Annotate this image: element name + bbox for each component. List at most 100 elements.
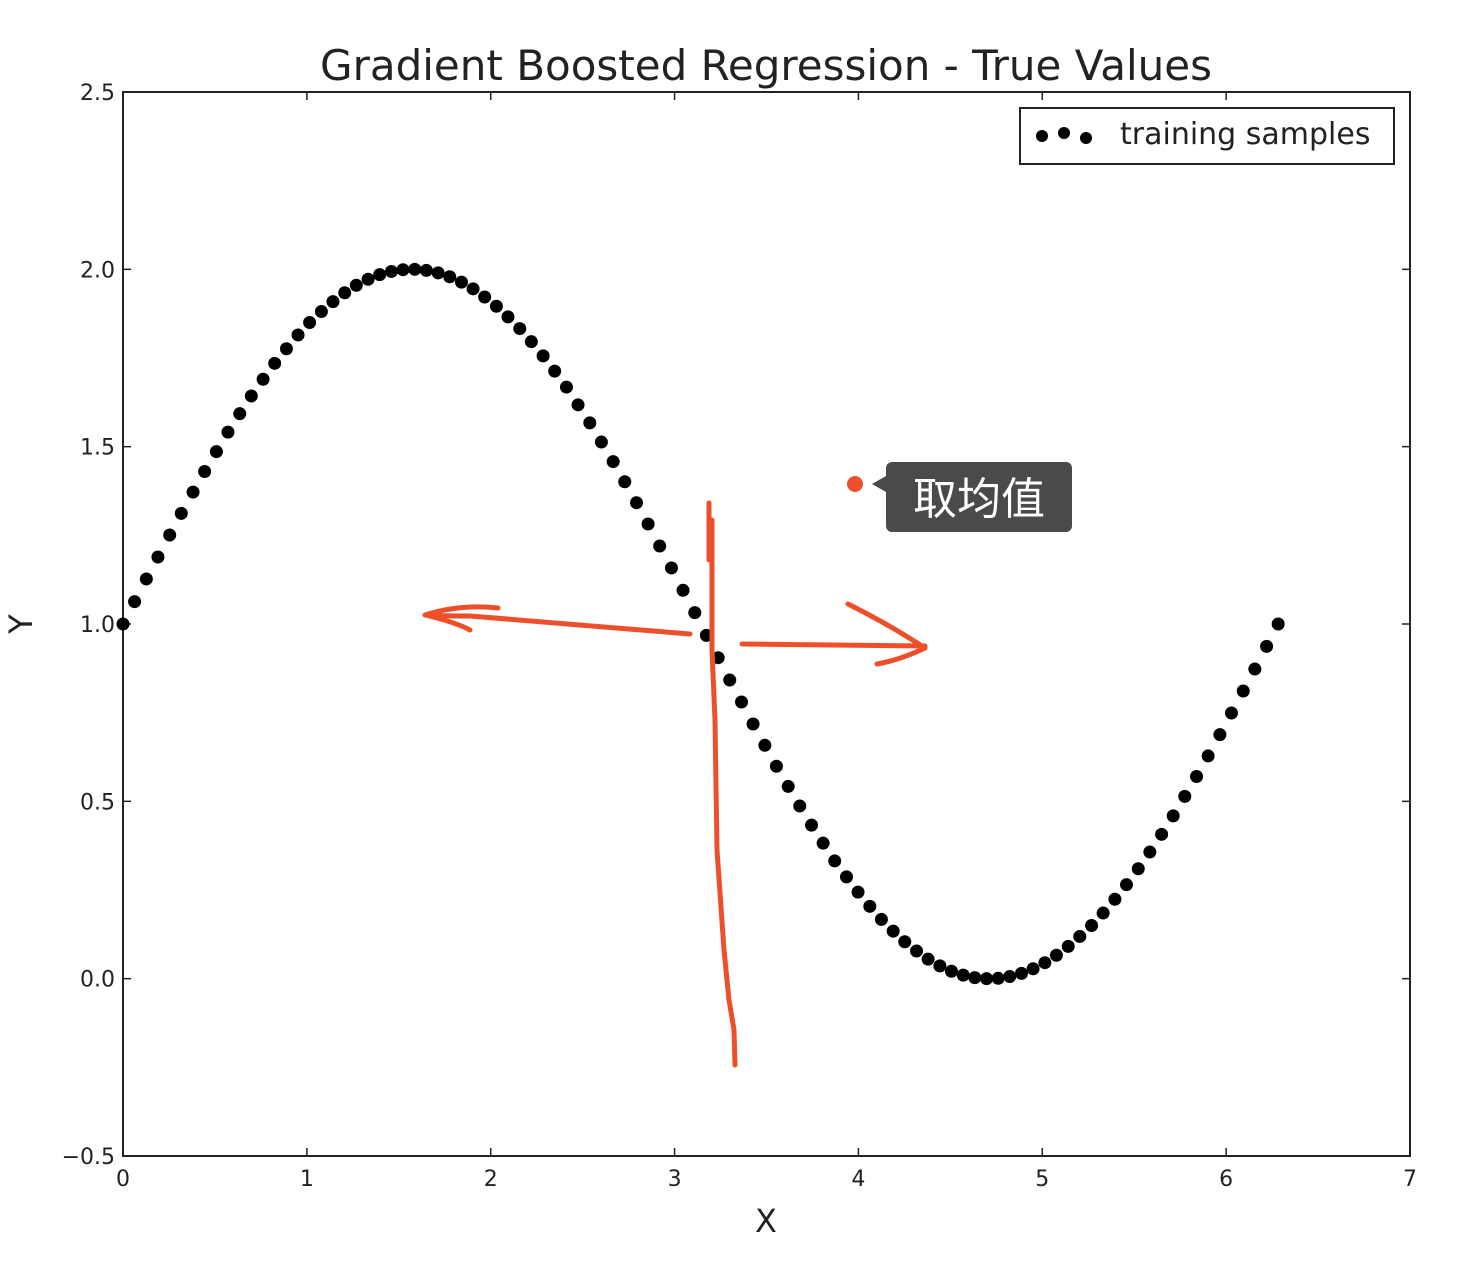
x-tick-label: 0 (116, 1167, 130, 1192)
data-point (653, 539, 667, 553)
data-point (291, 328, 305, 342)
data-point (781, 779, 795, 793)
data-point (980, 972, 994, 986)
data-point (256, 372, 270, 386)
data-point (209, 445, 223, 459)
data-point (524, 335, 538, 349)
y-tick-label: −0.5 (62, 1145, 115, 1170)
data-point (408, 262, 422, 276)
y-axis-ticks: −0.5 0.0 0.5 1.0 1.5 2.0 2.5 (62, 81, 1410, 1170)
x-tick-label: 7 (1403, 1167, 1417, 1192)
x-tick-label: 2 (484, 1167, 498, 1192)
data-point (443, 270, 457, 284)
data-point (466, 282, 480, 296)
data-point (583, 416, 597, 430)
legend-marker-2 (1058, 127, 1070, 139)
data-point (1131, 862, 1145, 876)
data-point (501, 310, 515, 324)
data-point (244, 389, 258, 403)
data-point (828, 854, 842, 868)
data-point (1096, 906, 1110, 920)
data-point (1190, 770, 1204, 784)
data-point (956, 968, 970, 982)
data-point (921, 952, 935, 966)
x-axis-ticks: 0 1 2 3 4 5 6 7 (116, 92, 1417, 1192)
data-point (373, 268, 387, 282)
data-point (839, 870, 853, 884)
data-point (338, 286, 352, 300)
data-point (419, 263, 433, 277)
data-point (898, 935, 912, 949)
data-point (221, 425, 235, 439)
data-point (769, 759, 783, 773)
x-tick-label: 6 (1219, 1167, 1233, 1192)
data-point (548, 364, 562, 378)
legend-label: training samples (1120, 117, 1370, 152)
data-point (746, 717, 760, 731)
y-axis-label: Y (2, 614, 40, 635)
data-point (478, 290, 492, 304)
data-point (198, 464, 212, 478)
data-point (1224, 706, 1238, 720)
data-point (606, 455, 620, 469)
data-point (513, 322, 527, 336)
data-point (1236, 684, 1250, 698)
data-point (1271, 617, 1285, 631)
data-point (1178, 789, 1192, 803)
data-point (1085, 918, 1099, 932)
data-point (688, 606, 702, 620)
data-point (186, 485, 200, 499)
data-point (326, 295, 340, 309)
data-point (664, 561, 678, 575)
y-tick-label: 0.5 (80, 790, 115, 815)
right-arrow-icon (739, 601, 928, 667)
data-point (163, 528, 177, 542)
data-point (233, 407, 247, 421)
data-point (816, 836, 830, 850)
y-tick-label: 1.5 (80, 436, 115, 461)
data-point (431, 266, 445, 280)
data-point (349, 278, 363, 292)
left-arrow-icon (422, 604, 693, 637)
x-tick-label: 5 (1035, 1167, 1049, 1192)
tooltip-pointer (872, 476, 886, 492)
data-point (618, 475, 632, 489)
x-tick-label: 1 (300, 1167, 314, 1192)
y-tick-label: 1.0 (80, 613, 115, 638)
data-point (151, 550, 165, 564)
data-point (279, 342, 293, 356)
data-point (454, 275, 468, 289)
x-axis-label: X (755, 1202, 777, 1240)
chart-title: Gradient Boosted Regression - True Value… (320, 41, 1212, 90)
data-point (571, 398, 585, 412)
data-point (174, 506, 188, 520)
data-point (1003, 970, 1017, 984)
data-point (314, 305, 328, 319)
data-point (1108, 892, 1122, 906)
data-point (1049, 948, 1063, 962)
data-point (268, 356, 282, 370)
data-point (559, 380, 573, 394)
legend-marker-1 (1036, 130, 1048, 142)
data-point (874, 912, 888, 926)
data-point (676, 583, 690, 597)
data-point (1119, 878, 1133, 892)
data-point (851, 885, 865, 899)
data-point (1201, 749, 1215, 763)
data-point (1248, 662, 1262, 676)
plot-area (122, 91, 1411, 1157)
data-point (1073, 929, 1087, 943)
data-point (723, 673, 737, 687)
tooltip-dot (847, 476, 863, 492)
tooltip-label: 取均值 (913, 474, 1045, 525)
x-tick-label: 3 (668, 1167, 682, 1192)
data-point (1260, 639, 1274, 653)
data-point (1213, 728, 1227, 742)
tooltip-box (886, 462, 1072, 532)
y-tick-label: 2.0 (80, 258, 115, 283)
data-point (536, 349, 550, 363)
data-point (933, 959, 947, 973)
data-point (734, 695, 748, 709)
data-point (991, 971, 1005, 985)
